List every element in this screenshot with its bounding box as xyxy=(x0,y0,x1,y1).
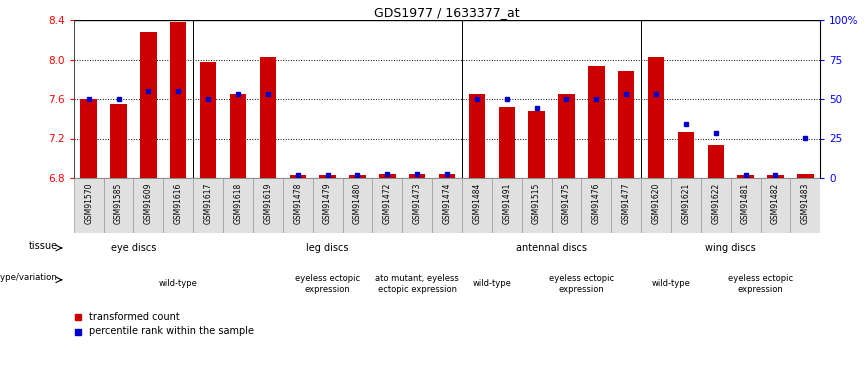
Text: GSM91585: GSM91585 xyxy=(114,182,123,224)
Bar xyxy=(767,175,784,178)
Text: GSM91621: GSM91621 xyxy=(681,182,690,224)
Bar xyxy=(253,178,283,233)
Text: GSM91473: GSM91473 xyxy=(412,182,422,224)
Text: GSM91478: GSM91478 xyxy=(293,182,302,224)
Text: GSM91616: GSM91616 xyxy=(174,182,183,224)
Bar xyxy=(312,178,343,233)
Bar xyxy=(469,94,485,178)
Bar xyxy=(409,174,425,178)
Text: wild-type: wild-type xyxy=(472,279,511,288)
Bar xyxy=(492,178,522,233)
Text: GSM91481: GSM91481 xyxy=(741,182,750,224)
Bar xyxy=(439,174,455,178)
Bar xyxy=(641,178,671,233)
Bar xyxy=(283,178,312,233)
Text: GSM91476: GSM91476 xyxy=(592,182,601,224)
Bar xyxy=(589,66,604,178)
Bar xyxy=(379,174,396,178)
Text: wild-type: wild-type xyxy=(652,279,690,288)
Bar xyxy=(432,178,462,233)
Bar xyxy=(230,94,247,178)
Text: GSM91480: GSM91480 xyxy=(353,182,362,224)
Text: GSM91570: GSM91570 xyxy=(84,182,93,224)
Text: eye discs: eye discs xyxy=(111,243,156,253)
Text: GSM91618: GSM91618 xyxy=(233,182,242,224)
Bar xyxy=(611,178,641,233)
Text: wing discs: wing discs xyxy=(706,243,756,253)
Bar xyxy=(103,178,134,233)
Bar xyxy=(141,32,156,178)
Bar xyxy=(522,178,551,233)
Bar xyxy=(74,178,103,233)
Bar xyxy=(290,175,306,178)
Bar xyxy=(738,175,753,178)
Text: GSM91479: GSM91479 xyxy=(323,182,332,224)
Bar xyxy=(260,57,276,178)
Bar xyxy=(170,22,187,178)
Text: GSM91472: GSM91472 xyxy=(383,182,391,224)
Text: GSM91484: GSM91484 xyxy=(472,182,482,224)
Bar xyxy=(707,146,724,178)
Bar xyxy=(498,107,515,178)
Bar xyxy=(700,178,731,233)
Text: percentile rank within the sample: percentile rank within the sample xyxy=(89,327,254,336)
Bar xyxy=(558,94,575,178)
Bar xyxy=(372,178,402,233)
Text: GSM91620: GSM91620 xyxy=(652,182,661,224)
Text: GSM91609: GSM91609 xyxy=(144,182,153,224)
Bar xyxy=(223,178,253,233)
Bar xyxy=(797,174,813,178)
Text: leg discs: leg discs xyxy=(306,243,349,253)
Bar xyxy=(648,57,664,178)
Text: eyeless ectopic
expression: eyeless ectopic expression xyxy=(549,274,614,294)
Bar xyxy=(551,178,582,233)
Bar xyxy=(582,178,611,233)
Bar xyxy=(671,178,700,233)
Text: GSM91617: GSM91617 xyxy=(204,182,213,224)
Text: GSM91619: GSM91619 xyxy=(263,182,273,224)
Text: tissue: tissue xyxy=(29,242,57,252)
Bar xyxy=(760,178,791,233)
Bar xyxy=(349,175,365,178)
Text: transformed count: transformed count xyxy=(89,312,181,321)
Text: eyeless ectopic
expression: eyeless ectopic expression xyxy=(728,274,793,294)
Text: GSM91491: GSM91491 xyxy=(503,182,511,224)
Text: GSM91482: GSM91482 xyxy=(771,182,780,224)
Title: GDS1977 / 1633377_at: GDS1977 / 1633377_at xyxy=(374,6,520,19)
Text: GSM91622: GSM91622 xyxy=(711,182,720,224)
Text: GSM91483: GSM91483 xyxy=(801,182,810,224)
Bar xyxy=(163,178,194,233)
Text: GSM91515: GSM91515 xyxy=(532,182,541,224)
Bar xyxy=(462,178,492,233)
Text: eyeless ectopic
expression: eyeless ectopic expression xyxy=(295,274,360,294)
Bar xyxy=(110,104,127,178)
Bar xyxy=(618,71,635,178)
Bar xyxy=(319,175,336,178)
Bar xyxy=(678,132,694,178)
Bar xyxy=(81,99,97,178)
Text: wild-type: wild-type xyxy=(159,279,198,288)
Bar xyxy=(731,178,760,233)
Text: GSM91477: GSM91477 xyxy=(621,182,631,224)
Text: ato mutant, eyeless
ectopic expression: ato mutant, eyeless ectopic expression xyxy=(375,274,459,294)
Bar xyxy=(343,178,372,233)
Text: antennal discs: antennal discs xyxy=(516,243,587,253)
Bar xyxy=(200,63,216,178)
Bar xyxy=(134,178,163,233)
Bar xyxy=(402,178,432,233)
Bar xyxy=(791,178,820,233)
Bar xyxy=(529,111,545,178)
Bar xyxy=(194,178,223,233)
Text: GSM91474: GSM91474 xyxy=(443,182,451,224)
Text: GSM91475: GSM91475 xyxy=(562,182,571,224)
Text: genotype/variation: genotype/variation xyxy=(0,273,57,282)
